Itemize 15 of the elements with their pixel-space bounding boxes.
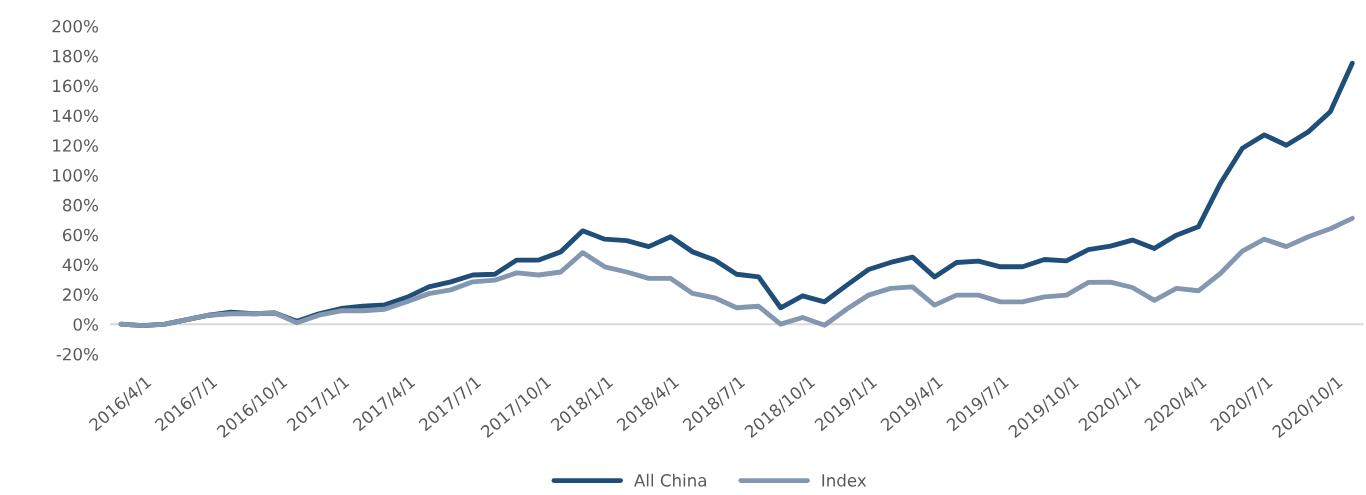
- y-tick-label: -20%: [56, 347, 98, 361]
- y-tick-label: 160%: [53, 79, 98, 93]
- y-tick-label: 140%: [53, 109, 98, 123]
- line-series: [118, 215, 1355, 329]
- y-tick-label: 20%: [63, 288, 98, 301]
- y-tick-label: 200%: [52, 19, 98, 33]
- y-tick-label: 120%: [53, 139, 98, 152]
- y-tick-label: 100%: [53, 169, 98, 182]
- y-tick-label: 0%: [73, 318, 98, 331]
- legend-label: All China: [634, 473, 706, 487]
- y-tick-label: 40%: [62, 258, 98, 272]
- y-tick-label: 60%: [63, 228, 98, 242]
- y-tick-label: 180%: [53, 49, 98, 63]
- legend-label: Index: [822, 473, 867, 487]
- y-tick-label: 80%: [62, 198, 98, 212]
